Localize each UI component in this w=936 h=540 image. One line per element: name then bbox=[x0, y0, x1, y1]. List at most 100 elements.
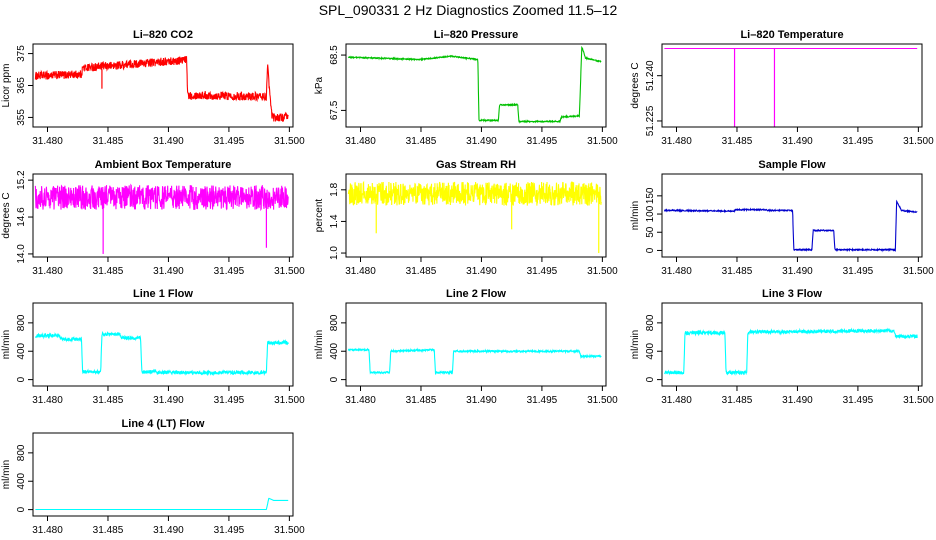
panel-title: Line 3 Flow bbox=[762, 288, 822, 300]
y-axis-label: ml/min bbox=[630, 330, 641, 359]
x-tick-label: 31.490 bbox=[782, 395, 813, 406]
panel-9: Line 4 (LT) Flow ml/min 31.480 31.485 31.490… bbox=[1, 418, 305, 536]
y-tick-label: 355 bbox=[16, 109, 27, 126]
x-tick-label: 31.500 bbox=[903, 136, 934, 147]
x-tick-label: 31.490 bbox=[153, 266, 184, 277]
x-tick-label: 31.490 bbox=[153, 525, 184, 536]
y-tick-label: 0 bbox=[16, 376, 27, 382]
x-tick-label: 31.485 bbox=[93, 395, 124, 406]
y-tick-label: 375 bbox=[16, 45, 27, 62]
x-tick-label: 31.480 bbox=[345, 266, 376, 277]
x-tick-label: 31.500 bbox=[274, 136, 305, 147]
panel-8: Line 3 Flow ml/min 31.480 31.485 31.490 31.49… bbox=[630, 288, 934, 406]
y-tick-label: 15.2 bbox=[16, 170, 27, 190]
data-series-line bbox=[663, 327, 918, 376]
y-tick-label: 1.8 bbox=[329, 182, 340, 196]
y-tick-label: 800 bbox=[329, 314, 340, 331]
y-axis-label: ml/min bbox=[1, 460, 12, 489]
x-tick-label: 31.490 bbox=[466, 136, 497, 147]
x-tick-label: 31.495 bbox=[527, 395, 558, 406]
y-tick-label: 50 bbox=[645, 226, 656, 238]
x-tick-label: 31.500 bbox=[587, 136, 618, 147]
x-tick-label: 31.500 bbox=[587, 266, 618, 277]
panel-title: Line 1 Flow bbox=[133, 288, 193, 300]
x-tick-label: 31.490 bbox=[153, 136, 184, 147]
plot-frame bbox=[661, 173, 923, 258]
y-axis-label: Licor ppm bbox=[1, 64, 12, 108]
x-tick-label: 31.495 bbox=[843, 266, 874, 277]
plot-frame bbox=[32, 302, 294, 387]
y-axis-label: degrees C bbox=[630, 62, 641, 108]
panel-title: Li–820 Temperature bbox=[740, 29, 843, 41]
x-tick-label: 31.480 bbox=[32, 266, 63, 277]
x-tick-label: 31.495 bbox=[527, 266, 558, 277]
panel-7: Line 2 Flow ml/min 31.480 31.485 31.490 31.49… bbox=[314, 288, 618, 406]
y-tick-label: 0 bbox=[645, 247, 656, 253]
x-tick-label: 31.480 bbox=[32, 395, 63, 406]
y-axis-label: percent bbox=[314, 199, 325, 233]
x-tick-label: 31.485 bbox=[722, 395, 753, 406]
y-tick-label: 1.0 bbox=[329, 246, 340, 260]
panel-0: Li–820 CO2 Licor ppm 31.480 31.485 31.490 31.… bbox=[1, 29, 305, 147]
y-tick-label: 68.5 bbox=[329, 45, 340, 65]
x-tick-label: 31.480 bbox=[32, 525, 63, 536]
y-tick-label: 800 bbox=[16, 444, 27, 461]
x-tick-label: 31.495 bbox=[527, 136, 558, 147]
panel-title: Sample Flow bbox=[758, 159, 826, 171]
x-tick-label: 31.480 bbox=[661, 395, 692, 406]
x-tick-label: 31.500 bbox=[274, 395, 305, 406]
x-tick-label: 31.480 bbox=[345, 395, 376, 406]
x-tick-label: 31.480 bbox=[345, 136, 376, 147]
y-tick-label: 400 bbox=[645, 342, 656, 359]
data-series-line bbox=[35, 497, 289, 511]
y-tick-label: 365 bbox=[16, 77, 27, 94]
x-tick-label: 31.500 bbox=[274, 266, 305, 277]
x-tick-label: 31.490 bbox=[153, 395, 184, 406]
x-tick-label: 31.485 bbox=[406, 395, 437, 406]
x-tick-label: 31.495 bbox=[214, 525, 245, 536]
x-tick-label: 31.485 bbox=[722, 266, 753, 277]
y-axis-label: ml/min bbox=[1, 330, 12, 359]
panel-title: Gas Stream RH bbox=[436, 159, 516, 171]
panel-title: Li–820 Pressure bbox=[434, 29, 518, 41]
x-tick-label: 31.490 bbox=[782, 136, 813, 147]
x-tick-label: 31.495 bbox=[214, 395, 245, 406]
x-tick-label: 31.485 bbox=[722, 136, 753, 147]
x-tick-label: 31.480 bbox=[661, 266, 692, 277]
x-tick-label: 31.485 bbox=[93, 525, 124, 536]
y-tick-label: 0 bbox=[645, 376, 656, 382]
y-tick-label: 800 bbox=[16, 314, 27, 331]
panel-4: Gas Stream RH percent 31.480 31.485 31.490 31… bbox=[314, 159, 618, 277]
data-series-line bbox=[347, 45, 602, 124]
y-tick-label: 400 bbox=[329, 342, 340, 359]
panel-6: Line 1 Flow ml/min 31.480 31.485 31.490 31.49… bbox=[1, 288, 305, 406]
panel-title: Line 4 (LT) Flow bbox=[122, 418, 205, 430]
y-tick-label: 14.0 bbox=[16, 244, 27, 264]
panel-title: Line 2 Flow bbox=[446, 288, 506, 300]
x-tick-label: 31.500 bbox=[274, 525, 305, 536]
y-axis-label: ml/min bbox=[314, 330, 325, 359]
x-tick-label: 31.495 bbox=[214, 266, 245, 277]
data-series-line bbox=[34, 55, 289, 122]
y-tick-label: 51.225 bbox=[645, 105, 656, 136]
data-series-line bbox=[347, 347, 602, 376]
x-tick-label: 31.495 bbox=[214, 136, 245, 147]
y-axis-label: kPa bbox=[314, 76, 325, 94]
panel-2: Li–820 Temperature degrees C 31.480 31.485 3… bbox=[630, 29, 934, 147]
data-series-line bbox=[34, 330, 289, 377]
plot-frame bbox=[345, 173, 607, 258]
y-tick-label: 400 bbox=[16, 472, 27, 489]
plot-frame bbox=[345, 302, 607, 387]
x-tick-label: 31.485 bbox=[93, 136, 124, 147]
plot-frame bbox=[32, 432, 294, 517]
x-tick-label: 31.485 bbox=[93, 266, 124, 277]
y-tick-label: 51.240 bbox=[645, 60, 656, 91]
y-tick-label: 14.6 bbox=[16, 207, 27, 227]
panels: Li–820 CO2 Licor ppm 31.480 31.485 31.490 31.… bbox=[1, 29, 934, 536]
panel-title: Li–820 CO2 bbox=[133, 29, 193, 41]
plot-frame bbox=[32, 173, 294, 258]
y-tick-label: 150 bbox=[645, 187, 656, 204]
y-tick-label: 0 bbox=[16, 506, 27, 512]
x-tick-label: 31.485 bbox=[406, 266, 437, 277]
